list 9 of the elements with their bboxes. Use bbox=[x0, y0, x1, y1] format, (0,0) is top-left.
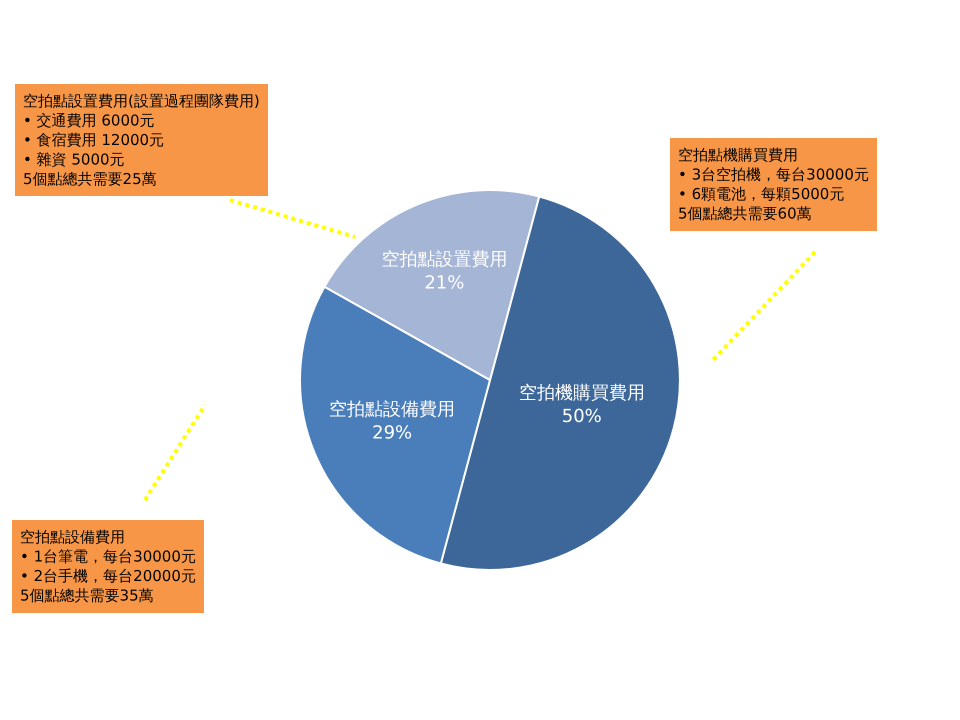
slice-label: 空拍點設置費用 bbox=[381, 249, 508, 270]
slice-label: 空拍機購買費用 bbox=[518, 382, 645, 404]
text: 空拍點設備費用 • 1台筆電，每台30000元 • 2台手機，每台20000元 5個點總共需要35萬 bbox=[20, 528, 196, 604]
slice-label: 空拍點設備費用 bbox=[329, 398, 456, 420]
text: 空拍點設置費用(設置過程團隊費用) • 交通費用 6000元 • 食宿費用 12000元 • 雜資 5000元 5個點總共需要25萬 bbox=[23, 92, 260, 188]
data-label: 50% bbox=[562, 406, 602, 427]
text: 空拍點機購買費用 • 3台空拍機，每台30000元 • 6顆電池，每顆5000元 5個點總共需要60萬 bbox=[678, 146, 869, 222]
data-label: 21% bbox=[424, 272, 464, 294]
data-label: 29% bbox=[372, 422, 412, 444]
